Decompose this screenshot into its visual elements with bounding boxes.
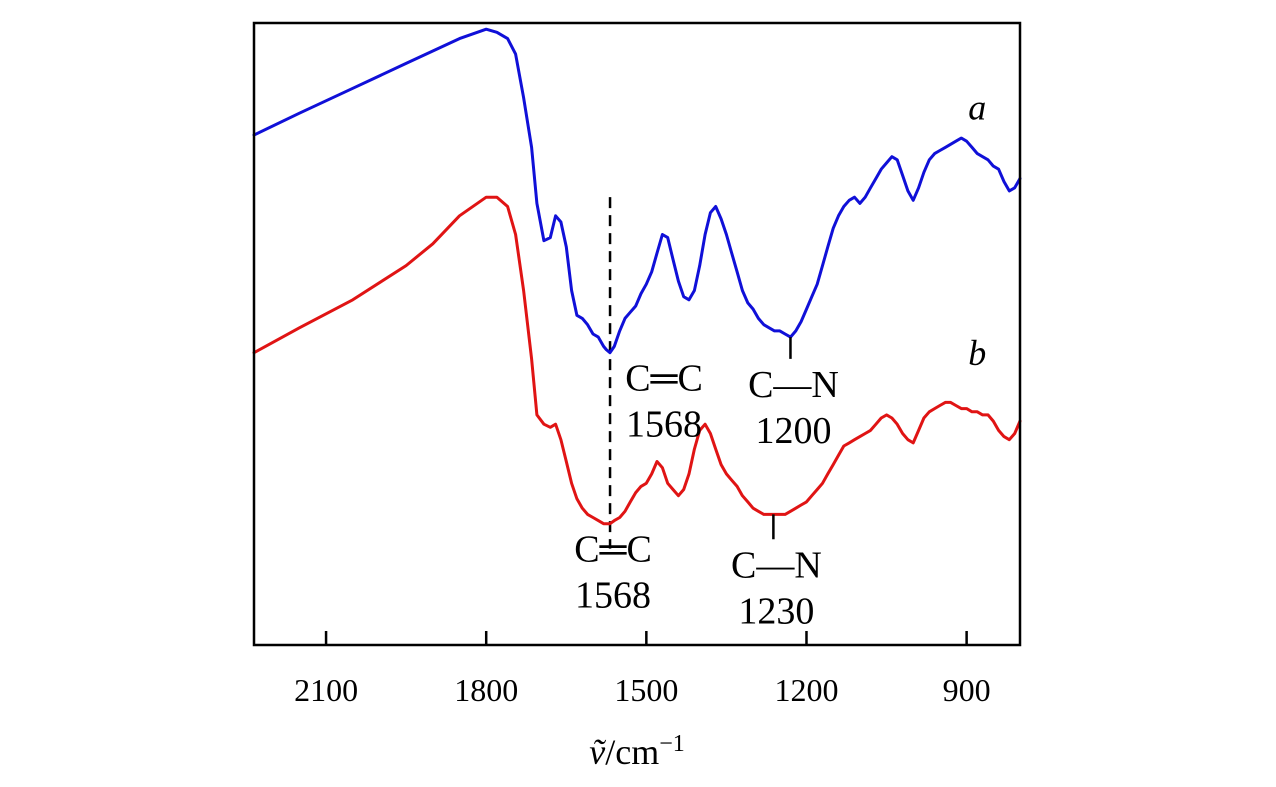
annotation-bond-label: C—N	[748, 364, 839, 406]
x-tick-label: 900	[943, 672, 991, 708]
annotation-wavenumber-label: 1230	[738, 590, 814, 632]
x-tick-label: 1800	[454, 672, 518, 708]
x-axis-exponent: −1	[659, 731, 685, 757]
x-axis: 2100 1800 1500 1200 900	[294, 631, 991, 708]
annotation-wavenumber-label: 1568	[575, 575, 651, 617]
annotation-bond-label: C═C	[574, 529, 652, 571]
x-tick-label: 1200	[774, 672, 838, 708]
annotation-bond-label: C═C	[625, 358, 703, 400]
plot-frame	[252, 21, 1022, 647]
x-axis-unit: /cm	[605, 732, 659, 772]
x-axis-title: ṽ/cm−1	[589, 731, 685, 772]
x-tick-label: 1500	[614, 672, 678, 708]
series-a-line	[252, 27, 1022, 355]
annotation-wavenumber-label: 1200	[755, 410, 831, 452]
plot-area: ab	[252, 27, 1022, 549]
x-axis-symbol: ṽ	[589, 732, 606, 772]
x-tick-label: 2100	[294, 672, 358, 708]
series-label-b: b	[968, 333, 986, 373]
annotation-bond-label: C—N	[731, 544, 822, 586]
annotation-wavenumber-label: 1568	[626, 404, 702, 446]
series-b-line	[252, 195, 1022, 526]
series-label-a: a	[968, 87, 986, 127]
